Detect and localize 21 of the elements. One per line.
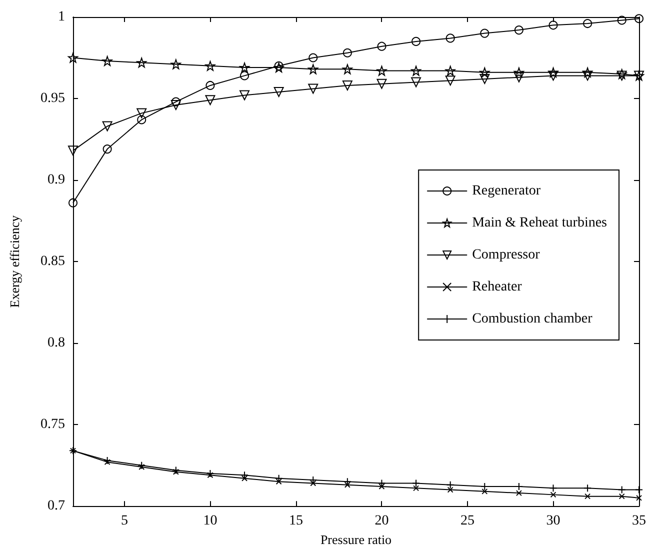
x-tick-label: 15 <box>288 514 303 529</box>
legend-label: Combustion chamber <box>472 312 593 326</box>
y-tick-label: 0.7 <box>48 498 65 514</box>
x-tick-label: 30 <box>546 514 560 529</box>
x-tick-label: 35 <box>632 514 646 529</box>
x-axis-title: Pressure ratio <box>320 532 392 547</box>
legend-label: Reheater <box>472 280 522 294</box>
x-tick-label: 5 <box>120 514 128 529</box>
y-tick-label: 0.9 <box>48 172 65 188</box>
legend-label: Main & Reheat turbines <box>472 216 608 230</box>
x-tick-label: 10 <box>203 514 218 529</box>
x-tick-label: 25 <box>460 514 474 529</box>
legend-label: Compressor <box>472 248 540 262</box>
y-tick-label: 0.85 <box>40 254 65 270</box>
x-tick-label: 20 <box>374 514 389 529</box>
y-tick-label: 0.75 <box>40 417 65 432</box>
y-tick-label: 0.8 <box>48 336 65 351</box>
y-tick-label: 1 <box>58 10 65 24</box>
y-tick-label: 0.95 <box>40 91 65 106</box>
legend-label: Regenerator <box>472 184 541 198</box>
y-axis-title: Exergy efficiency <box>7 214 22 308</box>
